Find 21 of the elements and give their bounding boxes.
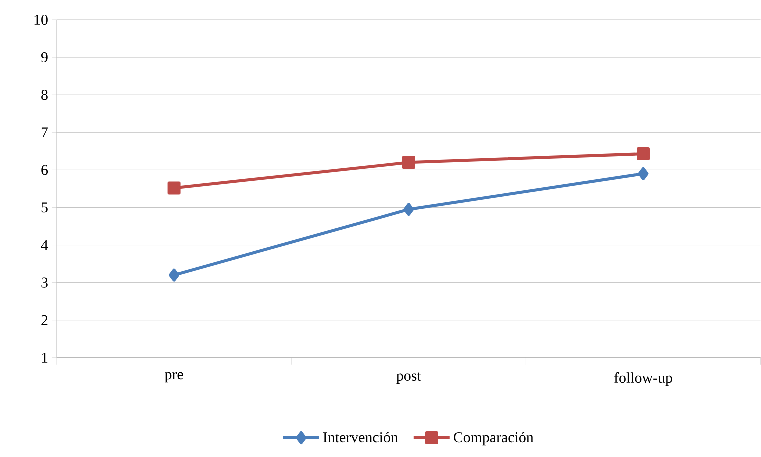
y-tick-label: 5 <box>42 202 48 213</box>
y-tick-label: 6 <box>42 165 48 176</box>
x-tick-label: follow-up <box>614 372 672 386</box>
x-tick-label: post <box>396 372 422 384</box>
y-tick-label: 1 <box>42 353 48 363</box>
y-tick-label: 7 <box>42 128 48 138</box>
point <box>169 268 180 282</box>
point <box>168 182 181 195</box>
y-tick-label: 8 <box>42 90 48 100</box>
point <box>404 203 414 216</box>
point <box>638 167 649 180</box>
y-tick-label: 3 <box>42 278 48 288</box>
legend-label: Comparación <box>454 432 534 446</box>
y-tick-label: 9 <box>41 52 48 63</box>
point <box>637 148 650 161</box>
y-tick-label: 4 <box>41 240 48 250</box>
y-tick-label: 2 <box>42 315 48 326</box>
x-tick-label: pre <box>164 372 184 383</box>
legend-label: Intervención <box>323 432 398 443</box>
y-tick-label: 10 <box>34 15 48 26</box>
point <box>402 156 416 170</box>
